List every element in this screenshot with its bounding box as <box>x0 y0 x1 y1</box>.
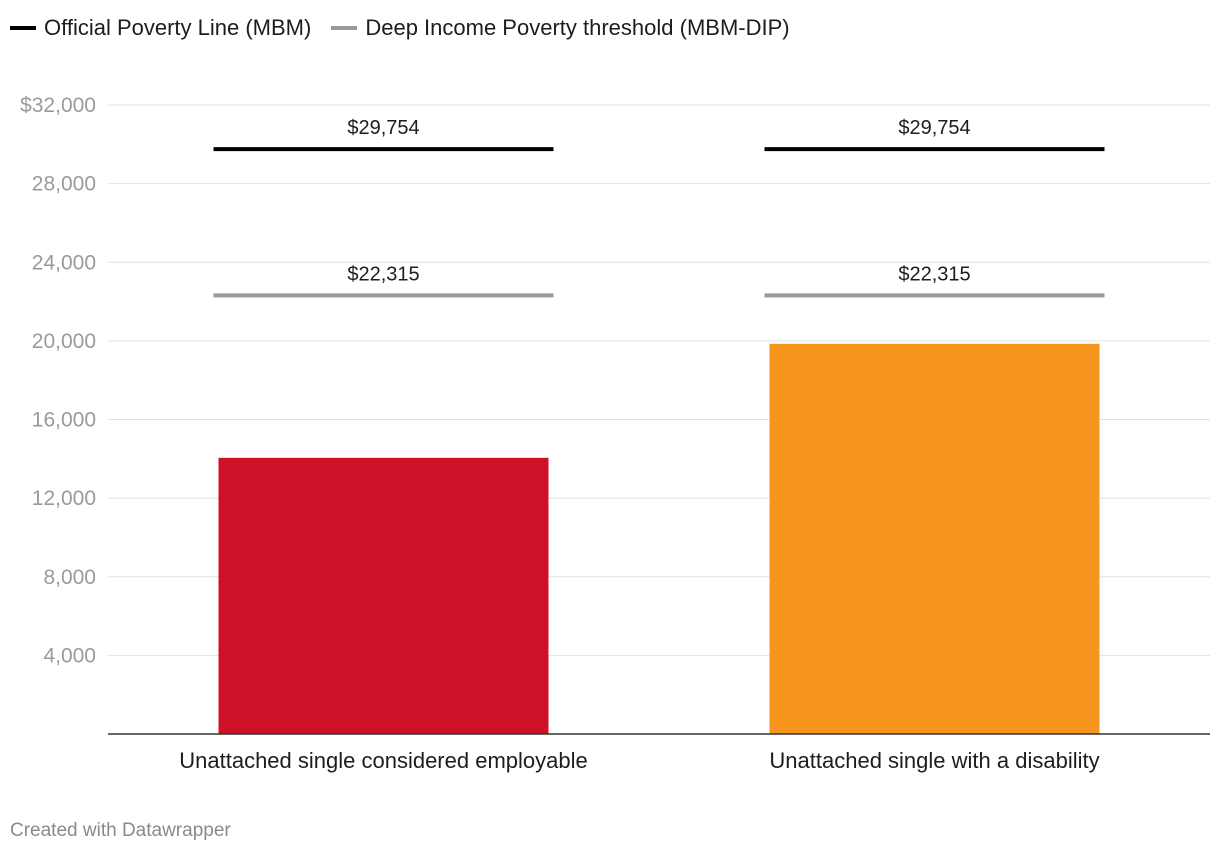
reference-line-label: $29,754 <box>898 117 970 139</box>
y-tick-label: $32,000 <box>20 94 96 117</box>
footer-credit: Created with Datawrapper <box>10 820 231 841</box>
x-category-label: Unattached single considered employable <box>179 748 587 773</box>
legend-label-mbm-dip: Deep Income Poverty threshold (MBM-DIP) <box>365 15 790 40</box>
y-tick-label: 20,000 <box>32 330 96 353</box>
legend-item-mbm-dip: Deep Income Poverty threshold (MBM-DIP) <box>331 15 790 41</box>
reference-line-label: $22,315 <box>347 263 419 285</box>
legend-swatch-mbm-dip <box>331 26 358 30</box>
bar-chart: 4,000 8,000 12,000 16,000 20,000 24,000 28,000… <box>20 94 1210 773</box>
y-tick-label: 4,000 <box>43 644 96 667</box>
legend: Official Poverty Line (MBM) Deep Income … <box>10 14 790 42</box>
y-tick-label: 12,000 <box>32 487 96 510</box>
legend-item-mbm: Official Poverty Line (MBM) <box>10 15 311 41</box>
x-category-label: Unattached single with a disability <box>769 748 1099 773</box>
y-tick-label: 16,000 <box>32 409 96 432</box>
legend-swatch-mbm <box>10 26 36 30</box>
y-tick-label: 28,000 <box>32 173 96 196</box>
bar <box>769 343 1100 734</box>
y-tick-label: 24,000 <box>32 251 96 274</box>
bar <box>218 457 549 734</box>
reference-line-label: $22,315 <box>898 263 970 285</box>
reference-line-label: $29,754 <box>347 117 419 139</box>
y-tick-label: 8,000 <box>43 566 96 589</box>
legend-label-mbm: Official Poverty Line (MBM) <box>44 15 312 40</box>
